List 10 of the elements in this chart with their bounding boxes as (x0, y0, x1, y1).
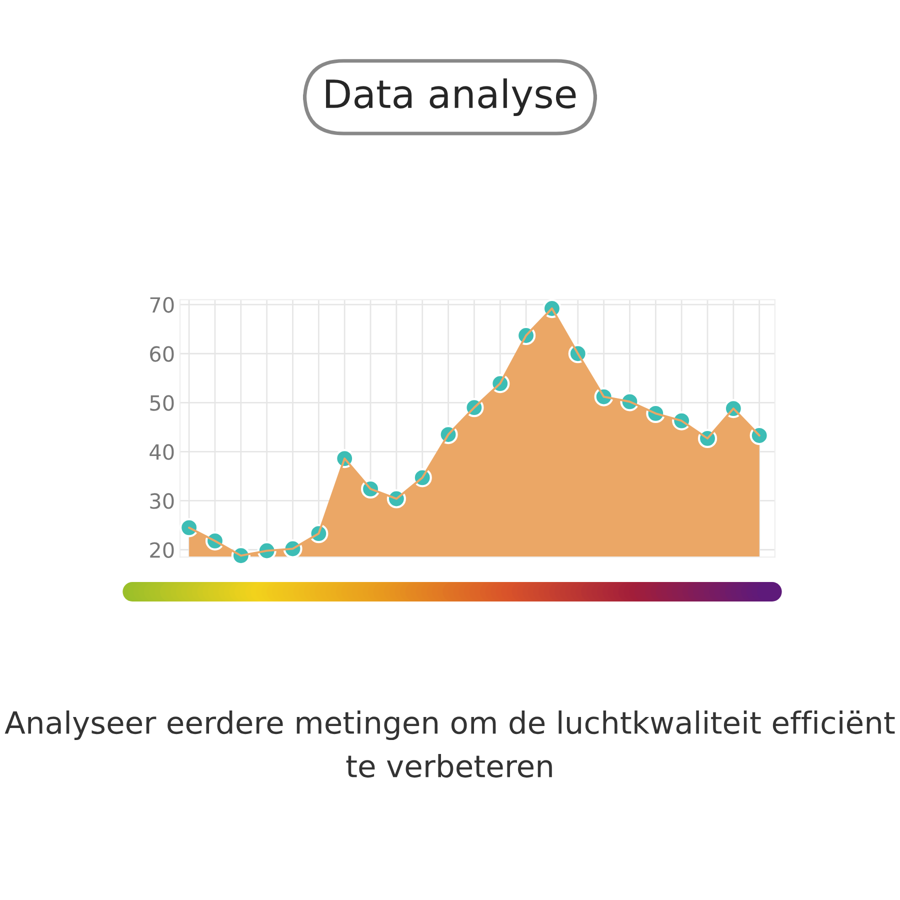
y-tick-label: 70 (150, 297, 174, 313)
y-tick-label: 50 (150, 395, 174, 411)
y-tick-label: 40 (150, 444, 174, 460)
point (180, 518, 199, 538)
y-tick-label: 20 (150, 542, 174, 558)
chart-title: Data analyse (326, 78, 576, 116)
text: Analyseer eerdere metingen om de luchtkwaliteit efficiënt te verbeteren (4, 710, 895, 778)
point (750, 426, 769, 446)
y-tick-label: 30 (150, 493, 174, 509)
y-tick-label: 60 (150, 346, 174, 362)
